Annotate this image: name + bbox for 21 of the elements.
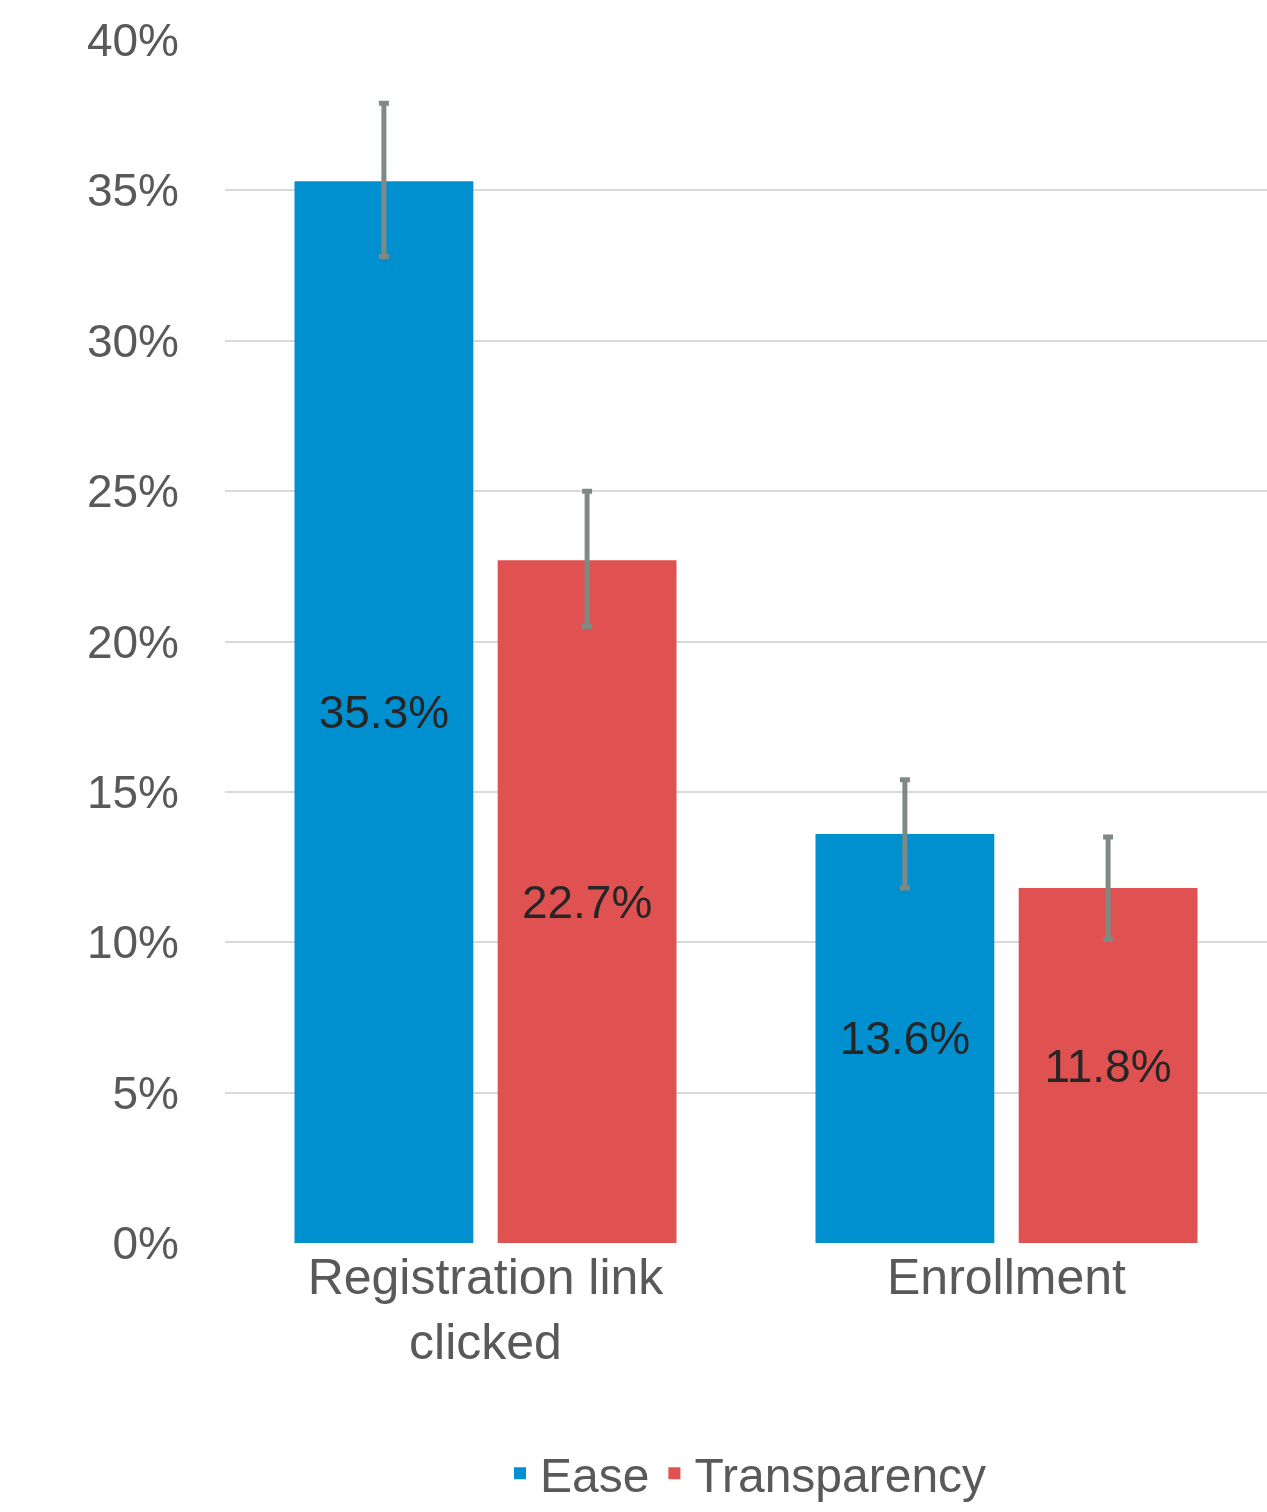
x-tick-label: Enrollment	[887, 1249, 1127, 1305]
legend-label: Ease	[540, 1448, 650, 1502]
y-tick-label: 15%	[86, 765, 179, 818]
bar	[497, 560, 677, 1243]
y-tick-label: 30%	[86, 314, 179, 367]
y-tick-label: 5%	[112, 1066, 179, 1119]
y-tick-label: 25%	[86, 465, 179, 518]
y-tick-label: 40%	[86, 14, 179, 67]
y-tick-label: 35%	[86, 164, 179, 217]
bar	[294, 181, 474, 1243]
legend-label: Transparency	[694, 1448, 987, 1502]
data-label: 11.8%	[1044, 1039, 1172, 1092]
bar	[815, 833, 995, 1243]
y-tick-label: 10%	[86, 916, 179, 969]
y-tick-label: 0%	[112, 1217, 179, 1270]
y-tick-label: 20%	[86, 615, 179, 668]
bar	[1018, 888, 1198, 1243]
x-tick-label: Registration link clicked	[307, 1249, 665, 1370]
data-label: 13.6%	[839, 1012, 971, 1065]
data-label: 22.7%	[521, 875, 653, 928]
data-label: 35.3%	[318, 686, 450, 739]
